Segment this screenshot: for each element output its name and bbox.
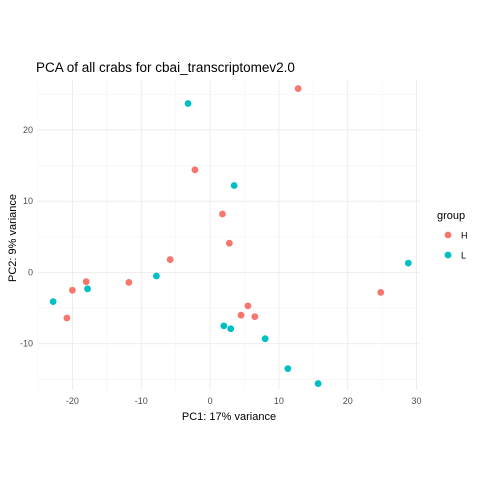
data-point-H [237, 311, 245, 319]
data-point-H [377, 288, 385, 296]
x-tick-label: 10 [274, 396, 284, 406]
data-point-H [244, 302, 252, 310]
data-point-H [294, 85, 302, 92]
data-point-L [152, 272, 160, 280]
y-tick-label: 20 [23, 125, 33, 135]
data-point-H [251, 313, 259, 320]
tick-labels: -20 -10 0 10 20 30 -10 0 10 20 [20, 125, 422, 406]
grid-lines [37, 80, 420, 390]
x-axis-title: PC1: 17% variance [182, 411, 276, 423]
data-point-H [225, 239, 233, 247]
y-axis-title: PC2: 9% variance [7, 194, 19, 282]
data-point-L [314, 380, 322, 387]
y-tick-label: -10 [20, 339, 33, 349]
data-point-L [261, 335, 269, 343]
data-point-H [63, 314, 71, 322]
x-tick-label: 20 [343, 396, 353, 406]
data-point-L [49, 298, 57, 306]
data-point-L [230, 182, 238, 189]
data-point-L [184, 100, 192, 107]
legend-label-H: H [461, 231, 468, 241]
data-point-H [82, 278, 90, 286]
x-tick-label: -10 [135, 396, 148, 406]
data-point-L [227, 325, 235, 333]
data-point-H [219, 210, 226, 218]
y-tick-label: 0 [28, 267, 33, 277]
y-tick-label: 10 [23, 196, 33, 206]
data-point-L [284, 365, 292, 373]
chart-title: PCA of all crabs for cbai_transcriptomev… [36, 60, 295, 75]
data-point-H [125, 278, 133, 286]
data-point-H [191, 166, 199, 174]
data-point-L [404, 259, 412, 267]
legend-title: group [437, 210, 465, 222]
x-tick-label: -20 [66, 396, 79, 406]
legend-label-L: L [461, 251, 466, 261]
data-points [49, 85, 412, 387]
data-point-L [84, 285, 91, 293]
data-point-L [220, 322, 228, 330]
legend-key-L [444, 251, 452, 259]
x-tick-label: 0 [208, 396, 213, 406]
legend: group HL [437, 210, 468, 261]
data-point-H [69, 286, 76, 294]
legend-key-H [444, 231, 452, 239]
data-point-H [166, 256, 174, 263]
x-tick-label: 30 [412, 396, 422, 406]
